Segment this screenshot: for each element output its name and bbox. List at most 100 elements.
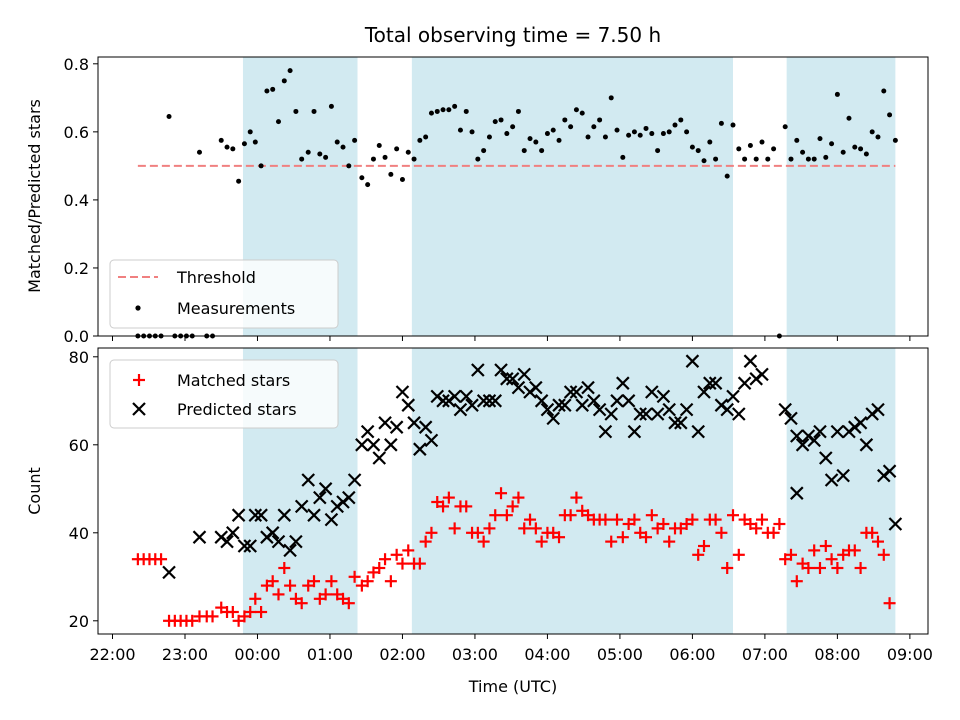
- matched-star-point: [348, 570, 361, 583]
- measurement-point: [481, 148, 487, 154]
- predicted-star-point: [243, 539, 258, 553]
- measurement-point: [817, 136, 823, 142]
- measurement-point: [852, 144, 858, 150]
- measurement-point: [887, 112, 893, 118]
- measurement-point: [765, 156, 771, 162]
- predicted-star-point: [610, 394, 624, 408]
- measurement-point: [643, 125, 649, 131]
- matched-star-point: [249, 592, 262, 605]
- measurement-point: [840, 149, 846, 155]
- matched-star-point: [657, 518, 670, 530]
- measurement-point: [258, 163, 264, 169]
- measurement-point: [270, 86, 276, 92]
- measurement-point: [771, 146, 777, 152]
- ratio-y-axis: 0.0 0.2 0.4 0.6 0.8: [64, 55, 98, 346]
- ratio-x-ticks: [111, 336, 911, 341]
- predicted-star-point: [372, 451, 387, 465]
- predicted-star-point: [517, 367, 532, 382]
- predicted-star-point: [755, 367, 769, 382]
- predicted-star-point: [436, 394, 450, 408]
- predicted-star-point: [220, 534, 234, 549]
- measurement-point: [317, 151, 323, 157]
- matched-star-point: [495, 487, 508, 500]
- predicted-star-point: [418, 420, 433, 434]
- matched-star-point: [186, 614, 199, 627]
- y-tick-label: 0.0: [64, 327, 89, 346]
- predicted-star-point: [248, 508, 263, 522]
- measurement-point: [334, 139, 340, 145]
- matched-star-point: [825, 553, 838, 566]
- matched-star-point: [471, 526, 484, 539]
- predicted-star-point: [324, 512, 339, 527]
- x-tick-label: 02:00: [379, 645, 425, 664]
- matched-star-point: [524, 513, 537, 526]
- measurement-point: [846, 115, 852, 121]
- x-tick-label: 00:00: [234, 645, 280, 664]
- measurement-point: [440, 107, 446, 113]
- measurement-point: [730, 122, 736, 128]
- observing-interval-shade: [411, 57, 734, 336]
- y-tick-label: 0.2: [64, 259, 89, 278]
- matched-star-point: [384, 575, 397, 588]
- predicted-star-point: [853, 416, 868, 430]
- matched-star-point: [518, 522, 531, 535]
- measurement-point: [340, 144, 346, 150]
- matched-star-point: [819, 540, 832, 552]
- matched-star-point: [448, 522, 461, 535]
- predicted-star-point: [790, 429, 804, 443]
- predicted-star-point: [743, 354, 758, 368]
- matched-star-point: [489, 509, 502, 522]
- measurement-point: [299, 156, 305, 162]
- predicted-star-point: [384, 438, 398, 452]
- predicted-star-point: [453, 402, 468, 417]
- predicted-star-point: [283, 543, 297, 558]
- matched-star-point: [425, 526, 438, 539]
- measurement-point: [370, 156, 376, 162]
- matched-star-point: [784, 548, 797, 561]
- matched-star-point: [244, 606, 257, 618]
- matched-star-point: [226, 606, 239, 618]
- predicted-star-point: [575, 398, 590, 412]
- predicted-star-point: [784, 411, 798, 426]
- matched-star-point: [848, 544, 861, 557]
- predicted-star-point: [476, 394, 491, 408]
- legend-matched-label: Matched stars: [177, 371, 290, 390]
- matched-star-point: [361, 575, 374, 588]
- measurement-point: [463, 108, 469, 114]
- predicted-star-point: [587, 394, 601, 408]
- matched-star-point: [773, 518, 786, 530]
- measurement-point: [533, 139, 539, 145]
- predicted-star-point: [465, 398, 479, 412]
- count-x-axis: 22:00 23:00 00:00 01:00 02:00 03:00 04:00 05:00…: [89, 634, 933, 664]
- matched-star-point: [295, 597, 308, 610]
- measurement-point: [539, 148, 545, 154]
- matched-star-point: [698, 540, 711, 552]
- y-tick-label: 20: [69, 612, 89, 631]
- measurement-point: [550, 127, 556, 133]
- predicted-star-point: [819, 451, 833, 465]
- matched-star-point: [663, 535, 676, 548]
- measurement-point: [469, 129, 475, 135]
- matched-star-point: [278, 562, 291, 574]
- predicted-star-point: [546, 411, 561, 426]
- matched-star-point: [721, 562, 734, 574]
- predicted-star-point: [307, 508, 321, 522]
- legend-measurements-label: Measurements: [177, 299, 295, 318]
- predicted-star-point: [162, 565, 176, 580]
- measurement-point: [718, 120, 724, 126]
- measurement-point: [281, 78, 287, 84]
- measurement-point: [759, 139, 765, 145]
- measurement-point: [417, 137, 423, 143]
- predicted-star-point: [505, 372, 520, 386]
- predicted-star-point: [459, 389, 474, 404]
- measurement-point: [736, 146, 742, 152]
- measurement-point: [556, 137, 562, 143]
- measurement-point: [521, 148, 527, 154]
- predicted-star-point: [859, 438, 874, 452]
- matched-star-point: [379, 553, 392, 566]
- measurement-point: [800, 149, 806, 155]
- measurement-point: [637, 132, 643, 138]
- measurement-point: [707, 139, 713, 145]
- measurement-point: [608, 95, 614, 101]
- measurement-point: [452, 103, 458, 109]
